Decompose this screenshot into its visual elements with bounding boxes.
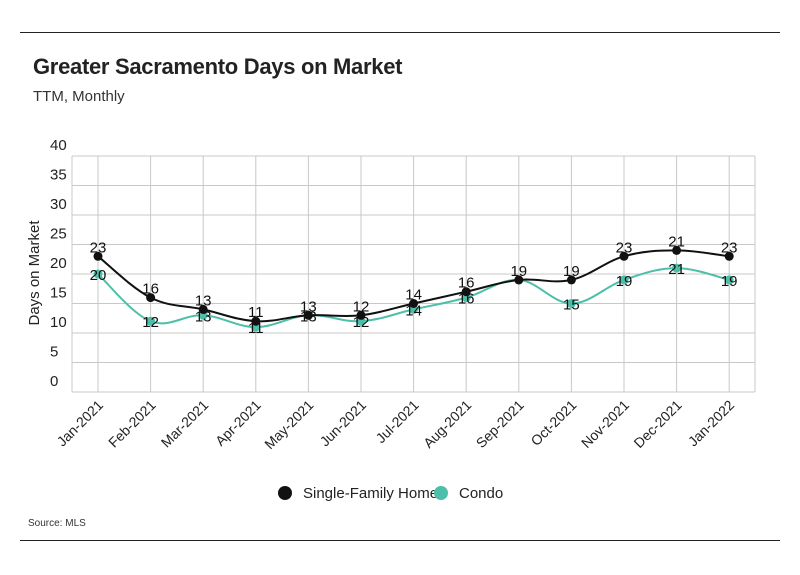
data-label-condo: 15 bbox=[563, 297, 580, 314]
point-single-family bbox=[198, 304, 208, 314]
y-tick-label: 10 bbox=[50, 314, 67, 331]
data-label-single-family: 19 bbox=[510, 263, 527, 280]
point-condo bbox=[619, 275, 629, 285]
point-condo bbox=[93, 269, 103, 279]
y-tick-label: 30 bbox=[50, 196, 67, 213]
legend-marker-condo bbox=[434, 486, 448, 500]
data-label-condo: 13 bbox=[195, 308, 212, 325]
point-single-family bbox=[409, 299, 419, 308]
data-labels: 23 16 13 11 13 12 14 16 19 19 23 21 23 20 12 13 11 13 12 14… bbox=[90, 233, 738, 337]
y-tick-label: 15 bbox=[50, 285, 67, 302]
data-label-single-family: 11 bbox=[248, 304, 264, 321]
data-label-single-family: 23 bbox=[90, 239, 107, 256]
y-tick-label: 35 bbox=[50, 167, 67, 184]
source-note: Source: MLS bbox=[28, 518, 86, 529]
y-tick-label: 40 bbox=[50, 137, 67, 154]
legend-label-condo: Condo bbox=[459, 485, 503, 502]
x-tick-label: Dec-2021 bbox=[630, 397, 684, 451]
point-condo bbox=[672, 263, 682, 273]
point-condo bbox=[146, 316, 156, 326]
x-tick-label: Jan-2022 bbox=[685, 397, 738, 450]
y-tick-label: 25 bbox=[50, 226, 67, 243]
data-label-single-family: 21 bbox=[668, 233, 685, 250]
x-tick-label: Sep-2021 bbox=[473, 397, 527, 451]
point-single-family bbox=[356, 310, 366, 320]
y-tick-label: 20 bbox=[50, 255, 67, 272]
x-tick-label: Oct-2021 bbox=[527, 397, 579, 449]
data-label-condo: 19 bbox=[616, 273, 633, 290]
point-condo bbox=[566, 299, 576, 308]
data-label-single-family: 13 bbox=[300, 298, 317, 315]
data-label-condo: 12 bbox=[353, 314, 370, 331]
point-single-family bbox=[251, 316, 261, 326]
y-tick-label: 0 bbox=[50, 373, 58, 390]
point-single-family bbox=[672, 245, 682, 255]
data-label-condo: 19 bbox=[721, 273, 738, 290]
data-label-condo: 11 bbox=[248, 320, 264, 337]
x-tick-label: Feb-2021 bbox=[105, 397, 159, 451]
x-tick-label: Jun-2021 bbox=[317, 397, 370, 450]
data-label-single-family: 16 bbox=[458, 275, 475, 292]
data-label-single-family: 23 bbox=[616, 239, 633, 256]
data-label-condo: 21 bbox=[668, 261, 685, 278]
point-single-family bbox=[514, 275, 524, 285]
data-label-condo: 14 bbox=[405, 302, 422, 319]
data-label-condo: 16 bbox=[458, 291, 475, 308]
data-label-condo: 13 bbox=[300, 308, 317, 325]
data-label-single-family: 12 bbox=[353, 298, 370, 315]
y-tick-label: 5 bbox=[50, 344, 58, 361]
x-tick-label: Jul-2021 bbox=[372, 397, 421, 446]
data-label-single-family: 19 bbox=[563, 263, 580, 280]
chart-title: Greater Sacramento Days on Market bbox=[33, 54, 403, 79]
x-tick-label: May-2021 bbox=[261, 397, 316, 452]
series bbox=[93, 245, 734, 332]
data-label-single-family: 23 bbox=[721, 239, 738, 256]
point-single-family bbox=[566, 275, 576, 285]
x-tick-label: Jan-2021 bbox=[54, 397, 107, 450]
point-single-family bbox=[146, 293, 156, 303]
data-label-single-family: 16 bbox=[142, 281, 159, 298]
top-rule bbox=[20, 32, 780, 33]
x-tick-label: Apr-2021 bbox=[212, 397, 264, 449]
data-label-condo: 20 bbox=[90, 267, 107, 284]
point-single-family bbox=[619, 251, 629, 261]
data-label-single-family: 14 bbox=[405, 287, 422, 304]
legend-marker-single-family bbox=[278, 486, 292, 500]
x-tick-label: Nov-2021 bbox=[578, 397, 632, 451]
y-axis-ticks: 0 5 10 15 20 25 30 35 40 bbox=[50, 137, 67, 390]
x-tick-label: Aug-2021 bbox=[420, 397, 474, 451]
point-condo bbox=[724, 275, 734, 285]
x-tick-label: Mar-2021 bbox=[158, 397, 212, 451]
legend: Single-Family Home Condo bbox=[278, 485, 503, 502]
point-single-family bbox=[303, 310, 313, 320]
bottom-rule bbox=[20, 540, 780, 541]
grid bbox=[71, 155, 756, 393]
data-label-single-family: 13 bbox=[195, 292, 212, 309]
y-axis-label: Days on Market bbox=[26, 220, 43, 326]
point-single-family bbox=[724, 251, 734, 261]
data-label-condo: 12 bbox=[142, 314, 159, 331]
chart-subtitle: TTM, Monthly bbox=[33, 88, 125, 105]
point-single-family bbox=[93, 251, 103, 261]
point-single-family bbox=[461, 287, 471, 297]
legend-label-single-family: Single-Family Home bbox=[303, 485, 438, 502]
